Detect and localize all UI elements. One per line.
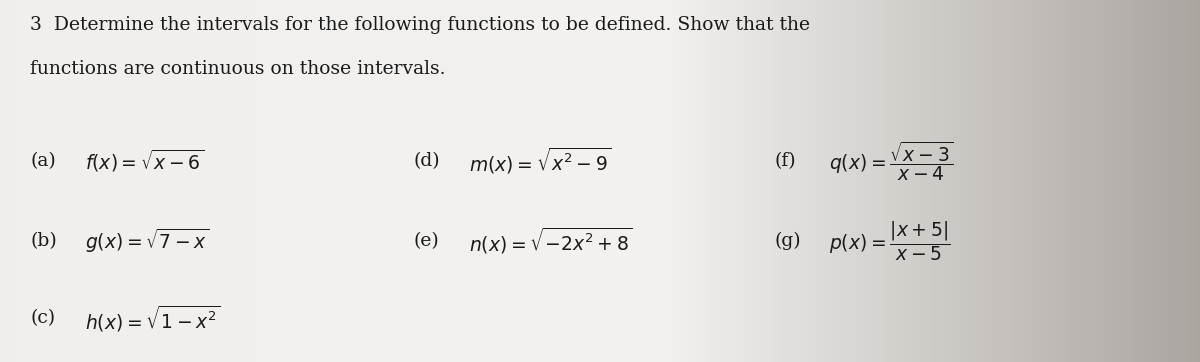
Text: 3  Determine the intervals for the following functions to be defined. Show that : 3 Determine the intervals for the follow…	[30, 16, 810, 34]
Text: $m(x)=\sqrt{x^2-9}$: $m(x)=\sqrt{x^2-9}$	[469, 146, 612, 176]
Text: $f(x)=\sqrt{x-6}$: $f(x)=\sqrt{x-6}$	[85, 148, 204, 174]
Text: functions are continuous on those intervals.: functions are continuous on those interv…	[30, 60, 445, 78]
Text: $h(x)=\sqrt{1-x^2}$: $h(x)=\sqrt{1-x^2}$	[85, 303, 221, 334]
Text: (c): (c)	[30, 310, 55, 328]
Text: (d): (d)	[414, 152, 440, 170]
Text: $p(x)=\dfrac{|x+5|}{x-5}$: $p(x)=\dfrac{|x+5|}{x-5}$	[829, 219, 950, 263]
Text: $q(x)=\dfrac{\sqrt{x-3}}{x-4}$: $q(x)=\dfrac{\sqrt{x-3}}{x-4}$	[829, 139, 954, 183]
Text: (g): (g)	[774, 232, 800, 250]
Text: (e): (e)	[414, 232, 439, 250]
Text: $n(x)=\sqrt{-2x^2+8}$: $n(x)=\sqrt{-2x^2+8}$	[469, 226, 632, 256]
Text: (b): (b)	[30, 232, 56, 250]
Text: $g(x)=\sqrt{7-x}$: $g(x)=\sqrt{7-x}$	[85, 227, 210, 255]
Text: (a): (a)	[30, 152, 55, 170]
Text: (f): (f)	[774, 152, 796, 170]
